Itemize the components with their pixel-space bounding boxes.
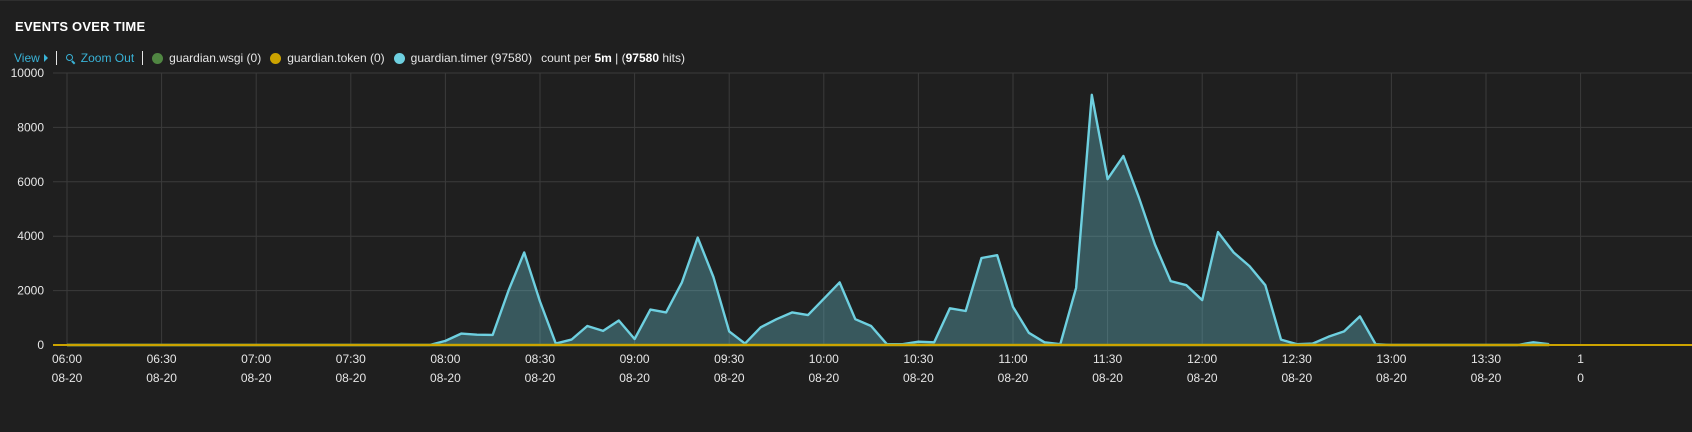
y-tick-label: 10000 — [11, 66, 45, 80]
legend-label: guardian.timer — [410, 51, 488, 65]
summary-prefix: count per — [541, 51, 592, 65]
summary-hits: 97580 — [625, 51, 659, 65]
summary-open-paren: ( — [621, 51, 626, 65]
x-tick-time-label: 08:30 — [525, 352, 555, 366]
view-label: View — [14, 51, 40, 65]
x-tick-date-label: 08-20 — [52, 371, 83, 385]
panel-title: EVENTS OVER TIME — [15, 19, 146, 34]
legend-count: (97580) — [490, 51, 533, 65]
x-tick-time-label: 08:00 — [430, 352, 460, 366]
summary-interval: 5m — [594, 51, 612, 65]
legend-count: (0) — [246, 51, 262, 65]
x-tick-date-label: 08-20 — [241, 371, 272, 385]
x-tick-date-label: 08-20 — [808, 371, 839, 385]
x-tick-time-label: 07:30 — [336, 352, 366, 366]
x-tick-date-label: 0 — [1577, 371, 1584, 385]
chart-toolbar: View Zoom Out guardian.wsgi (0) guardian… — [14, 50, 685, 66]
series-color-dot-icon — [152, 52, 164, 64]
legend-count: (0) — [369, 51, 385, 65]
x-tick-date-label: 08-20 — [1281, 371, 1312, 385]
summary-separator: | — [615, 51, 619, 65]
interval-summary: count per 5m | (97580 hits) — [541, 51, 685, 65]
x-tick-time-label: 11:00 — [998, 352, 1027, 366]
x-tick-time-label: 09:30 — [714, 352, 744, 366]
x-tick-time-label: 06:30 — [147, 352, 177, 366]
x-tick-time-label: 07:00 — [241, 352, 271, 366]
x-tick-date-label: 08-20 — [146, 371, 177, 385]
legend-item-guardian-wsgi[interactable]: guardian.wsgi (0) — [152, 51, 261, 65]
x-tick-time-label: 13:00 — [1376, 352, 1406, 366]
x-tick-date-label: 08-20 — [525, 371, 556, 385]
x-tick-time-label: 12:30 — [1282, 352, 1312, 366]
toolbar-divider — [142, 51, 144, 65]
x-tick-time-label: 12:00 — [1187, 352, 1217, 366]
y-tick-label: 2000 — [17, 284, 44, 298]
x-tick-date-label: 08-20 — [903, 371, 934, 385]
x-tick-time-label: 06:00 — [52, 352, 82, 366]
toolbar-divider — [55, 51, 57, 65]
x-tick-date-label: 08-20 — [714, 371, 745, 385]
x-tick-date-label: 08-20 — [998, 371, 1029, 385]
legend-label: guardian.token — [287, 51, 367, 65]
x-tick-date-label: 08-20 — [619, 371, 650, 385]
view-menu-button[interactable]: View — [14, 51, 48, 65]
legend-item-guardian-timer[interactable]: guardian.timer (97580) — [393, 51, 533, 65]
y-tick-label: 8000 — [17, 120, 44, 134]
summary-hits-suffix: hits) — [662, 51, 686, 65]
caret-right-icon — [43, 54, 48, 62]
x-tick-time-label: 10:00 — [809, 352, 839, 366]
zoom-out-icon — [65, 53, 76, 64]
series-area-guardian-timer — [67, 94, 1550, 345]
series-color-dot-icon — [270, 52, 282, 64]
legend-label: guardian.wsgi — [169, 51, 244, 65]
x-tick-time-label: 1 — [1577, 352, 1584, 366]
x-tick-time-label: 09:00 — [620, 352, 650, 366]
x-tick-date-label: 08-20 — [1471, 371, 1502, 385]
series-color-dot-icon — [393, 52, 405, 64]
zoom-out-label: Zoom Out — [80, 51, 135, 65]
legend-item-guardian-token[interactable]: guardian.token (0) — [270, 51, 385, 65]
y-tick-label: 4000 — [17, 229, 44, 243]
x-tick-time-label: 10:30 — [903, 352, 933, 366]
x-tick-date-label: 08-20 — [1187, 371, 1218, 385]
y-tick-label: 0 — [37, 338, 44, 352]
series-line-guardian-timer — [67, 93, 1550, 347]
x-tick-date-label: 08-20 — [430, 371, 461, 385]
x-tick-date-label: 08-20 — [335, 371, 366, 385]
x-tick-date-label: 08-20 — [1092, 371, 1123, 385]
y-tick-label: 6000 — [17, 175, 44, 189]
x-tick-time-label: 13:30 — [1471, 352, 1501, 366]
zoom-out-button[interactable]: Zoom Out — [65, 51, 135, 65]
x-tick-time-label: 11:30 — [1093, 352, 1122, 366]
x-tick-date-label: 08-20 — [1376, 371, 1407, 385]
